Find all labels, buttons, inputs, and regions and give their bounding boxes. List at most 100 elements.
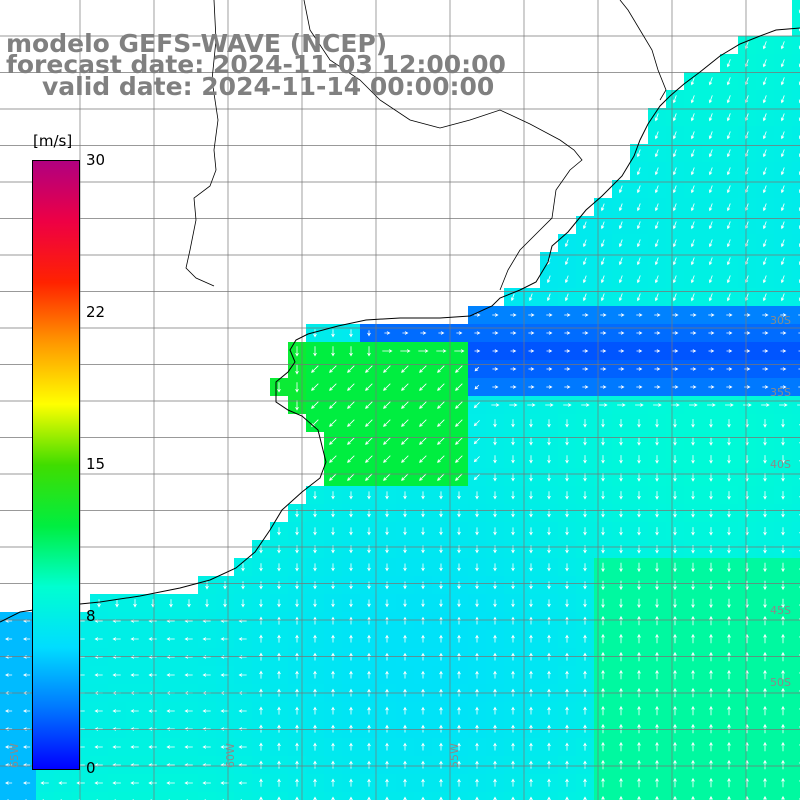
wind-arrow <box>493 652 497 661</box>
wind-cell <box>792 378 800 396</box>
wind-arrow <box>654 385 661 389</box>
wind-cell <box>792 36 800 54</box>
wind-arrow <box>763 705 767 716</box>
wind-arrow <box>385 652 389 661</box>
wind-arrow <box>529 724 533 733</box>
wind-arrow <box>295 706 299 715</box>
wind-arrow <box>457 616 461 625</box>
lat-label-30s: 30S <box>770 314 791 327</box>
wind-arrow <box>637 545 641 554</box>
wind-arrow <box>583 742 587 751</box>
wind-arrow <box>528 293 533 302</box>
wind-arrow <box>510 349 517 353</box>
wind-arrow <box>780 293 785 302</box>
wind-arrow <box>691 705 695 716</box>
wind-cell <box>198 792 216 800</box>
wind-arrow <box>527 403 536 407</box>
wind-arrow <box>547 778 551 787</box>
wind-arrow <box>475 581 479 590</box>
wind-arrow <box>329 383 337 391</box>
wind-arrow <box>474 366 480 372</box>
wind-arrow <box>726 59 731 68</box>
wind-arrow <box>547 491 551 500</box>
wind-arrow <box>582 349 589 353</box>
wind-arrow <box>672 293 677 302</box>
wind-arrow <box>690 349 697 353</box>
wind-arrow <box>565 778 569 787</box>
wind-arrow <box>277 652 281 661</box>
wind-cell <box>792 216 800 234</box>
wind-arrow <box>708 221 713 230</box>
wind-arrow <box>133 599 137 608</box>
wind-arrow <box>727 419 731 428</box>
wind-arrow <box>708 167 713 176</box>
wind-arrow <box>295 652 299 661</box>
wind-arrow <box>382 349 393 353</box>
wind-arrow <box>726 149 731 158</box>
wind-arrow <box>510 331 517 335</box>
wind-arrow <box>547 419 551 428</box>
wind-arrow <box>655 705 659 716</box>
wind-arrow <box>780 131 785 140</box>
wind-arrow <box>781 795 785 800</box>
wind-arrow <box>673 777 677 788</box>
wind-arrow <box>618 367 625 371</box>
wind-arrow <box>313 563 317 572</box>
wind-arrow <box>493 760 497 769</box>
wind-arrow <box>655 491 659 500</box>
wind-arrow <box>455 455 463 463</box>
wind-arrow <box>583 670 587 679</box>
wind-arrow <box>313 527 317 536</box>
wind-arrow <box>582 313 589 317</box>
wind-arrow <box>403 796 407 800</box>
wind-arrow <box>582 257 587 266</box>
wind-arrow <box>511 760 515 769</box>
wind-arrow <box>385 563 389 572</box>
wind-arrow <box>401 437 409 445</box>
wind-arrow <box>763 491 767 500</box>
wind-cell <box>792 270 800 288</box>
wind-arrow <box>457 796 461 800</box>
wind-arrow <box>148 727 157 731</box>
wind-arrow <box>457 581 461 590</box>
wind-arrow <box>529 491 533 500</box>
wind-arrow <box>349 778 353 787</box>
wind-arrow <box>709 580 713 591</box>
wind-arrow <box>277 670 281 679</box>
wind-arrow <box>673 669 677 680</box>
wind-arrow <box>385 796 389 800</box>
wind-arrow <box>166 781 175 785</box>
wind-arrow <box>311 383 319 391</box>
wind-cell <box>792 486 800 504</box>
wind-arrow <box>130 745 139 749</box>
wind-arrow <box>23 781 31 785</box>
wind-arrow <box>672 239 677 248</box>
wind-arrow <box>419 419 427 427</box>
wind-arrow <box>277 742 281 751</box>
wind-arrow <box>708 367 715 371</box>
wind-arrow <box>383 419 391 427</box>
wind-arrow <box>654 113 659 122</box>
wind-arrow <box>673 455 677 464</box>
wind-arrow <box>311 365 319 373</box>
wind-arrow <box>655 633 659 644</box>
wind-arrow <box>238 781 247 785</box>
wind-arrow <box>400 349 411 353</box>
wind-arrow <box>277 599 281 608</box>
wind-arrow <box>421 724 425 733</box>
wind-arrow <box>259 634 263 643</box>
wind-arrow <box>403 778 407 787</box>
lat-label-35s: 35S <box>770 386 791 399</box>
wind-arrow <box>619 491 623 500</box>
wind-arrow <box>295 599 299 608</box>
wind-arrow <box>474 384 480 390</box>
country-border <box>303 0 583 291</box>
wind-arrow <box>547 616 551 625</box>
wind-arrow <box>565 545 569 554</box>
wind-arrow <box>744 331 751 335</box>
wind-arrow <box>762 113 767 122</box>
wind-arrow <box>636 293 641 302</box>
wind-arrow <box>564 313 571 317</box>
wind-arrow <box>708 239 713 248</box>
wind-arrow <box>403 670 407 679</box>
